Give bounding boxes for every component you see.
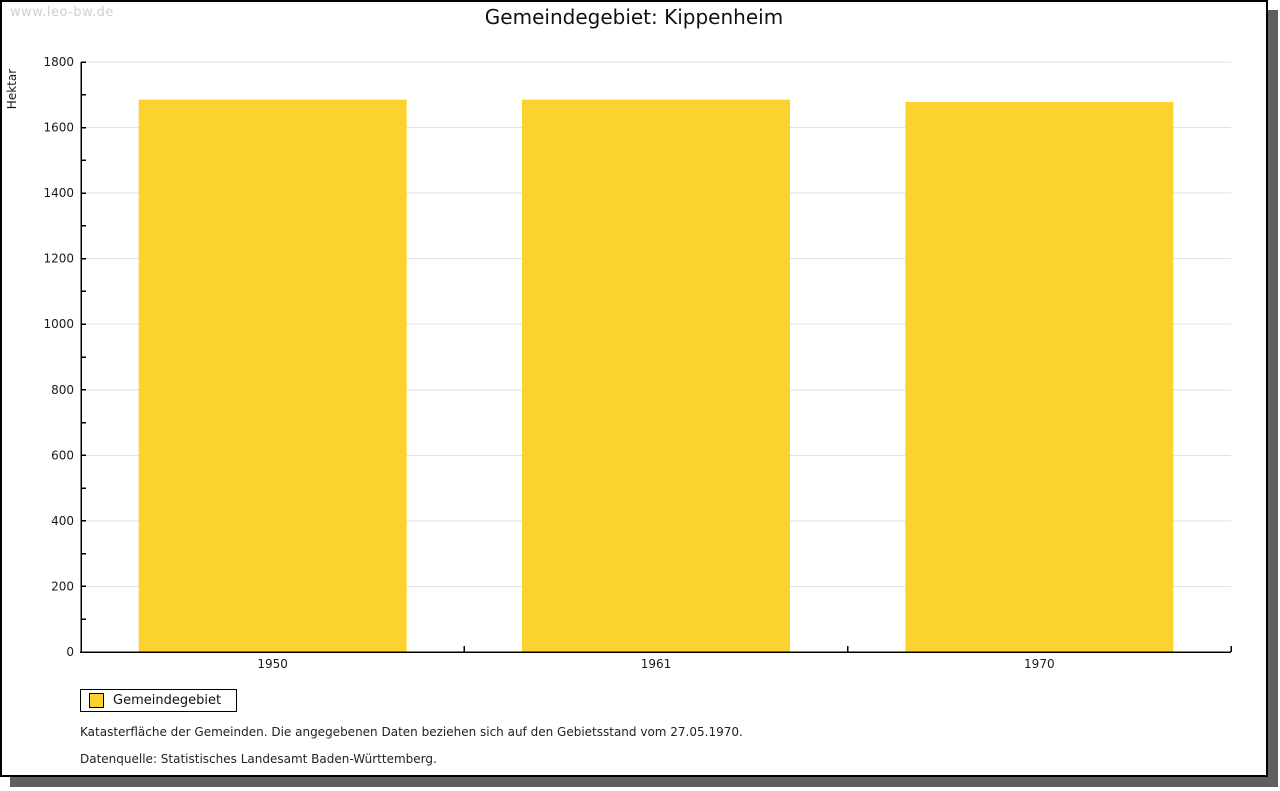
data-source-text: Datenquelle: Statistisches Landesamt Bad… xyxy=(80,752,437,766)
y-tick-label: 200 xyxy=(51,579,74,593)
x-tick-label: 1970 xyxy=(1024,657,1055,671)
bar-1970 xyxy=(905,101,1174,652)
legend-swatch-icon xyxy=(89,693,104,708)
y-tick-label: 1800 xyxy=(43,55,74,69)
y-tick-label: 1200 xyxy=(43,252,74,266)
y-tick-label: 1400 xyxy=(43,186,74,200)
y-tick-label: 0 xyxy=(66,645,74,659)
x-tick-label: 1961 xyxy=(641,657,672,671)
bar-1950 xyxy=(138,99,407,652)
y-tick-label: 1000 xyxy=(43,317,74,331)
watermark: www.leo-bw.de xyxy=(10,5,114,20)
x-tick-label: 1950 xyxy=(257,657,288,671)
page-title: Gemeindegebiet: Kippenheim xyxy=(484,5,784,29)
footnote-text: Katasterfläche der Gemeinden. Die angege… xyxy=(80,725,743,739)
y-tick-label: 800 xyxy=(51,383,74,397)
legend-label: Gemeindegebiet xyxy=(113,693,222,708)
y-tick-label: 1600 xyxy=(43,121,74,135)
bar-1961 xyxy=(522,99,790,652)
chart-canvas: 0 200 400 600 800 1000 1200 1400 1600 1800 1950 196… xyxy=(43,55,1232,671)
legend: Gemeindegebiet xyxy=(80,689,238,712)
y-tick-label: 600 xyxy=(51,448,74,462)
y-tick-label: 400 xyxy=(51,514,74,528)
chart-window: www.leo-bw.de Gemeindegebiet: Kippenheim… xyxy=(0,0,1268,777)
